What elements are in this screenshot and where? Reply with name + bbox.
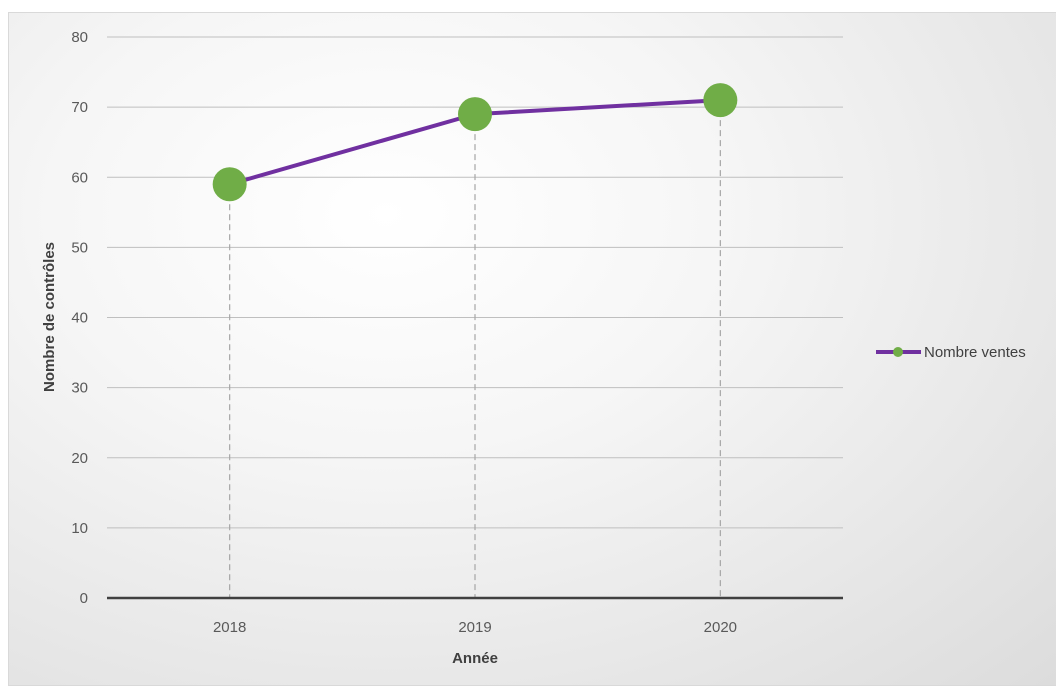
y-tick-label-20: 20 — [71, 450, 88, 467]
x-axis-title: Année — [452, 650, 498, 667]
y-tick-label-80: 80 — [71, 29, 88, 46]
y-tick-label-60: 60 — [71, 169, 88, 186]
x-tick-label-2019: 2019 — [458, 619, 491, 636]
data-point-2020 — [703, 83, 738, 118]
x-tick-label-2018: 2018 — [213, 619, 246, 636]
chart-area — [8, 12, 1056, 686]
series-layer — [212, 83, 738, 202]
drop-lines — [229, 100, 721, 598]
y-tick-label-30: 30 — [71, 380, 88, 397]
legend: Nombre ventes — [876, 344, 1026, 361]
data-point-2019 — [458, 97, 492, 132]
legend-marker — [893, 347, 903, 357]
y-tick-labels: 0 10 20 30 40 50 60 70 80 — [71, 29, 88, 607]
y-tick-label-10: 10 — [71, 520, 88, 537]
x-tick-label-2020: 2020 — [704, 619, 737, 636]
data-point-2018 — [212, 167, 247, 202]
y-tick-label-40: 40 — [71, 310, 88, 327]
y-axis-title: Nombre de contrôles — [41, 242, 58, 392]
y-tick-label-70: 70 — [71, 99, 88, 116]
x-tick-labels: 2018 2019 2020 — [213, 619, 737, 636]
y-tick-label-0: 0 — [80, 590, 88, 607]
legend-label-nombre-ventes: Nombre ventes — [924, 344, 1026, 361]
y-tick-label-50: 50 — [71, 239, 88, 256]
